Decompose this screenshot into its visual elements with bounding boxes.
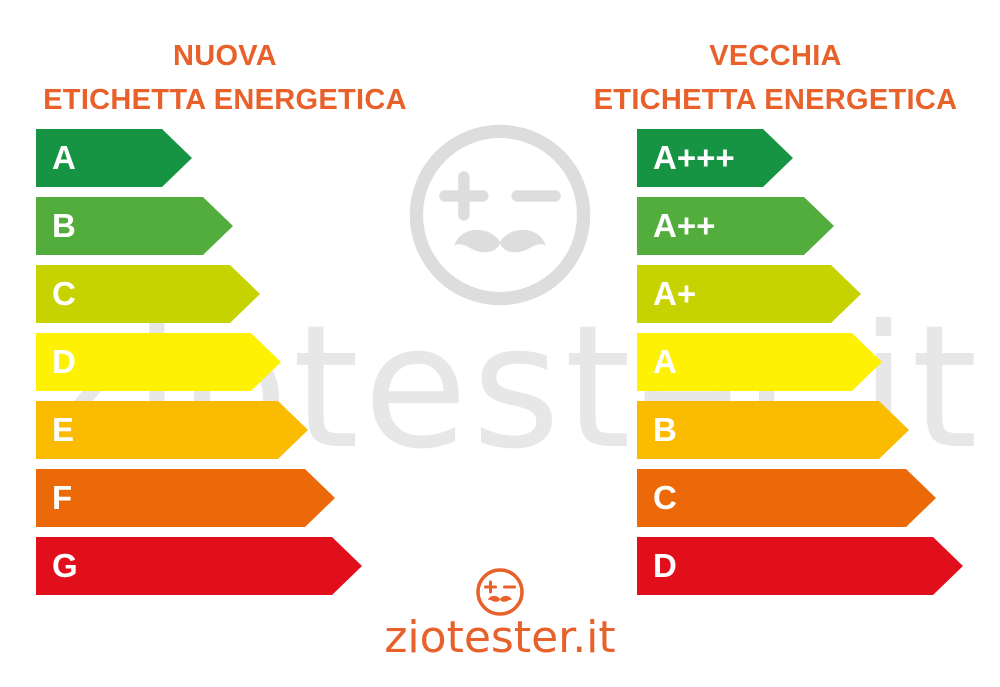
class-label: A+++ — [653, 139, 735, 176]
old-class-bar: D — [637, 537, 963, 595]
class-label: A++ — [653, 207, 716, 244]
class-label: D — [52, 343, 76, 380]
old-class-bar: A+ — [637, 265, 861, 323]
old-label-title-line2: ETICHETTA ENERGETICA — [593, 84, 958, 116]
class-label: A+ — [653, 275, 697, 312]
logo-text: ziotester.it — [384, 612, 616, 663]
class-label: E — [52, 411, 75, 448]
class-label: A — [653, 343, 677, 380]
old-label-title-line1: VECCHIA — [709, 40, 842, 72]
class-label: B — [653, 411, 677, 448]
class-label: F — [52, 479, 73, 516]
class-label: D — [653, 547, 677, 584]
watermark-face-icon — [409, 124, 591, 306]
class-label: C — [52, 275, 76, 312]
new-class-bar: D — [36, 333, 281, 391]
new-class-bar: A — [36, 129, 192, 187]
new-class-bar: E — [36, 401, 308, 459]
new-class-bar: F — [36, 469, 335, 527]
class-label: B — [52, 207, 76, 244]
new-label-title-line2: ETICHETTA ENERGETICA — [43, 84, 407, 116]
new-class-bar: G — [36, 537, 362, 595]
old-class-bar: A+++ — [637, 129, 793, 187]
class-label: G — [52, 547, 78, 584]
class-label: A — [52, 139, 76, 176]
class-label: C — [653, 479, 677, 516]
old-class-bar: A++ — [637, 197, 834, 255]
old-class-bar: B — [637, 401, 909, 459]
new-label-title-line1: NUOVA — [172, 40, 278, 72]
new-label-title: NUOVA ETICHETTA ENERGETICA — [20, 34, 430, 122]
old-class-bar: A — [637, 333, 882, 391]
new-class-bar: B — [36, 197, 233, 255]
mustache-face-icon — [476, 568, 524, 616]
old-class-bar: C — [637, 469, 936, 527]
old-label-title: VECCHIA ETICHETTA ENERGETICA — [573, 34, 978, 122]
new-class-bar: C — [36, 265, 260, 323]
